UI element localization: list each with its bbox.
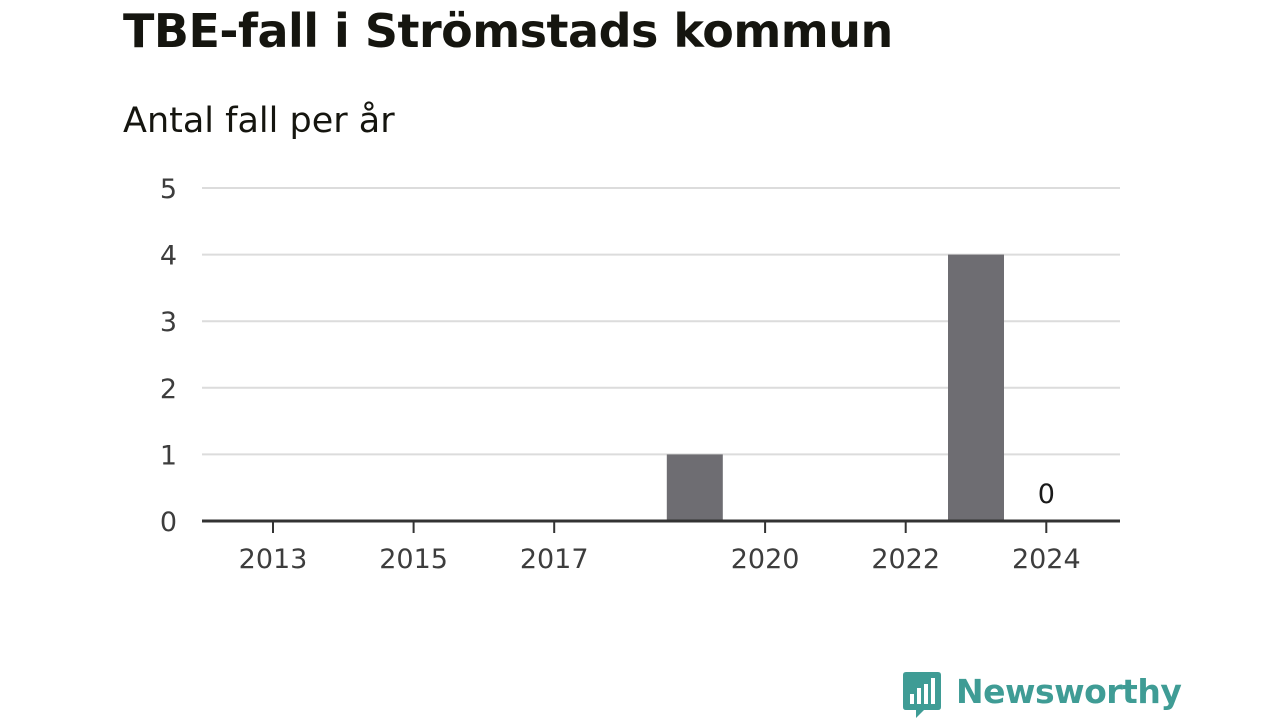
x-tick-label: 2020 (731, 544, 800, 575)
y-tick-label: 1 (160, 440, 177, 471)
x-tick-label: 2015 (379, 544, 448, 575)
bar (666, 454, 723, 521)
brand-logo: Newsworthy (902, 670, 1182, 720)
bar-chart: 0 1 2 3 4 5 2013 2015 2017 2020 2022 2024 0 (160, 174, 1120, 575)
x-tick-label: 2013 (239, 544, 308, 575)
chart-title: TBE-fall i Strömstads kommun (123, 4, 893, 58)
y-tick-label: 5 (160, 174, 177, 205)
data-label: 0 (1038, 479, 1055, 510)
y-tick-label: 2 (160, 374, 177, 405)
x-tick-label: 2017 (520, 544, 589, 575)
x-tick-label: 2022 (871, 544, 940, 575)
brand-name: Newsworthy (956, 672, 1182, 711)
bar-chart-speech-bubble-icon (903, 672, 941, 718)
y-tick-label: 0 (160, 507, 177, 538)
y-tick-label: 3 (160, 307, 177, 338)
chart-subtitle: Antal fall per år (123, 101, 395, 141)
x-tick-label: 2024 (1012, 544, 1081, 575)
y-tick-label: 4 (160, 241, 177, 272)
bar (948, 254, 1004, 521)
